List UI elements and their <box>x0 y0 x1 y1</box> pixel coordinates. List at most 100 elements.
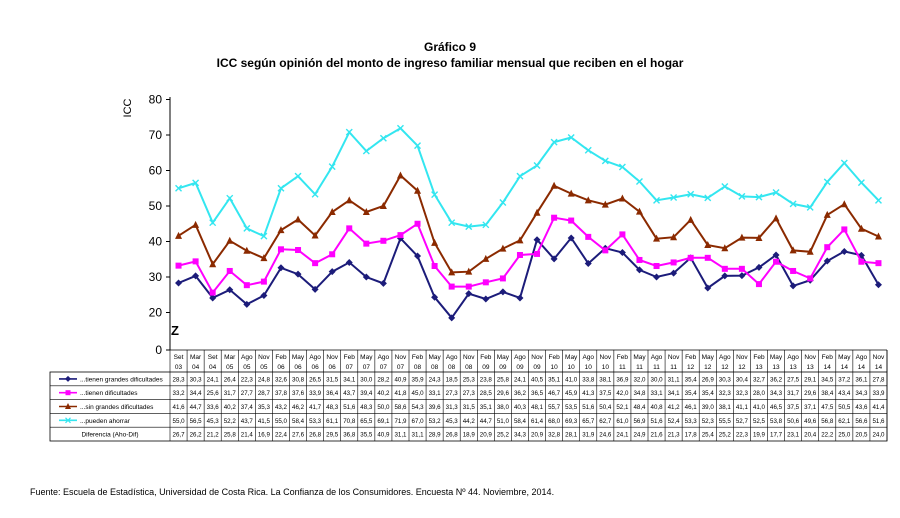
table-cell-value: 52,3 <box>702 418 715 425</box>
table-cell-value: 41,0 <box>753 404 766 411</box>
table-cell-value: 24,3 <box>429 376 442 383</box>
x-tick-label-month: May <box>838 354 851 361</box>
x-tick-label-month: May <box>497 354 510 361</box>
x-tick-label-month: May <box>360 354 373 361</box>
data-point-s2-42 <box>875 260 882 267</box>
data-point-s2-12 <box>363 240 370 247</box>
table-cell-value: 27,3 <box>446 390 459 397</box>
data-point-s2-21 <box>516 251 523 258</box>
table-cell-value: 40,9 <box>394 376 407 383</box>
diff-cell-value: 24,6 <box>599 432 612 439</box>
diff-cell-value: 40,9 <box>377 432 390 439</box>
table-cell-value: 43,6 <box>855 404 868 411</box>
table-cell-value: 43,7 <box>241 418 254 425</box>
diff-cell-value: 17,7 <box>770 432 783 439</box>
x-tick-label-year: 12 <box>738 364 746 371</box>
table-cell-value: 50,0 <box>377 404 390 411</box>
data-point-s1-3 <box>209 294 217 302</box>
table-cell-value: 45,0 <box>412 390 425 397</box>
data-point-s3-10 <box>328 208 336 216</box>
data-point-s4-16 <box>431 191 439 199</box>
table-cell-value: 28,0 <box>753 390 766 397</box>
data-point-s3-40 <box>840 200 848 208</box>
data-point-s4-2 <box>192 179 200 187</box>
table-cell-value: 53,3 <box>309 418 322 425</box>
x-tick-label-year: 12 <box>721 364 729 371</box>
data-point-s2-4 <box>226 267 233 274</box>
data-point-s4-22 <box>533 162 541 170</box>
table-cell-value: 31,1 <box>668 376 681 383</box>
table-cell-value: 33,1 <box>651 390 664 397</box>
data-point-s2-30 <box>670 259 677 266</box>
table-cell-value: 52,1 <box>616 404 629 411</box>
table-cell-value: 25,6 <box>207 390 220 397</box>
diff-cell-value: 31,1 <box>412 432 425 439</box>
data-point-s4-28 <box>635 178 643 185</box>
data-point-s2-35 <box>755 281 762 288</box>
table-cell-value: 34,3 <box>855 390 868 397</box>
table-cell-value: 50,5 <box>838 404 851 411</box>
x-tick-label-month: Ago <box>514 354 526 361</box>
table-cell-value: 32,3 <box>736 390 749 397</box>
data-point-s3-9 <box>311 231 319 239</box>
data-point-s3-28 <box>635 207 643 215</box>
table-cell-value: 43,7 <box>343 390 356 397</box>
x-tick-label-month: Ago <box>856 354 868 361</box>
data-point-s2-32 <box>704 254 711 261</box>
data-point-s4-30 <box>670 193 678 201</box>
data-point-s3-3 <box>209 260 217 268</box>
table-cell-value: 48,4 <box>633 404 646 411</box>
diff-cell-value: 29,5 <box>326 432 339 439</box>
data-point-s1-35 <box>755 263 763 271</box>
data-point-s2-24 <box>568 217 575 224</box>
data-point-s4-29 <box>653 196 661 204</box>
data-point-s3-21 <box>516 236 524 244</box>
x-tick-label-year: 08 <box>448 364 456 371</box>
data-point-s2-16 <box>431 262 438 269</box>
data-point-s2-10 <box>329 251 336 258</box>
table-cell-value: 36,5 <box>531 390 544 397</box>
x-tick-label-year: 07 <box>346 364 354 371</box>
data-point-s3-13 <box>379 202 387 209</box>
table-cell-value: 41,3 <box>582 390 595 397</box>
table-cell-value: 26,5 <box>309 376 322 383</box>
legend-marker-4 <box>65 417 71 424</box>
table-cell-value: 27,8 <box>872 376 885 383</box>
diff-cell-value: 31,9 <box>582 432 595 439</box>
x-tick-label-year: 09 <box>533 364 541 371</box>
legend-label-3: ...sin grandes dificultades <box>80 404 154 411</box>
x-tick-label-year: 10 <box>602 364 610 371</box>
table-cell-value: 51,0 <box>497 418 510 425</box>
table-cell-value: 62,1 <box>838 418 851 425</box>
x-tick-label-year: 12 <box>704 364 712 371</box>
x-tick-label-month: May <box>428 354 441 361</box>
data-point-s3-23 <box>550 181 558 189</box>
table-cell-value: 71,9 <box>394 418 407 425</box>
data-point-s1-19 <box>482 295 490 303</box>
table-cell-value: 34,1 <box>668 390 681 397</box>
data-point-s1-39 <box>823 257 831 265</box>
table-cell-value: 50,4 <box>599 404 612 411</box>
diff-cell-value: 21,4 <box>241 432 254 439</box>
x-tick-label-year: 04 <box>192 364 200 371</box>
data-point-s1-33 <box>721 272 729 280</box>
data-point-s4-38 <box>806 203 814 211</box>
data-point-s2-8 <box>295 247 302 254</box>
data-point-s1-27 <box>618 249 626 257</box>
diff-cell-value: 25,2 <box>497 432 510 439</box>
table-cell-value: 37,8 <box>275 390 288 397</box>
diff-cell-value: 26,7 <box>173 432 186 439</box>
table-cell-value: 41,6 <box>173 404 186 411</box>
diff-cell-value: 21,3 <box>668 432 681 439</box>
data-point-s4-26 <box>601 157 609 165</box>
table-cell-value: 55,7 <box>548 404 561 411</box>
diff-cell-value: 20,9 <box>531 432 544 439</box>
data-point-s4-12 <box>362 147 370 155</box>
table-cell-value: 48,3 <box>360 404 373 411</box>
data-point-s1-1 <box>175 279 183 287</box>
y-tick-label: 70 <box>149 128 163 142</box>
x-tick-label-month: May <box>633 354 646 361</box>
data-point-s4-20 <box>499 198 507 206</box>
x-tick-label-year: 13 <box>789 364 797 371</box>
data-point-s3-15 <box>414 186 422 194</box>
